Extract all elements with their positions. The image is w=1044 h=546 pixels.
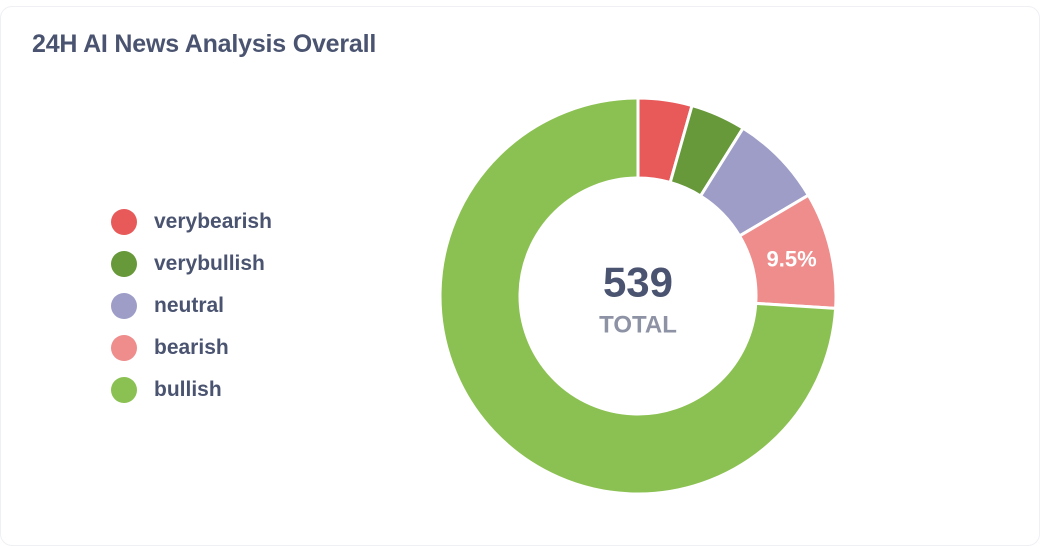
donut-total-value: 539: [603, 259, 673, 306]
legend-swatch: [111, 209, 137, 235]
legend-item-bearish[interactable]: bearish: [111, 327, 272, 369]
legend-item-neutral[interactable]: neutral: [111, 285, 272, 327]
donut-total-label: TOTAL: [599, 312, 677, 339]
donut-slice-bullish[interactable]: [438, 96, 838, 496]
slice-data-label: 9.5%: [767, 247, 817, 272]
legend-item-verybullish[interactable]: verybullish: [111, 243, 272, 285]
legend-item-bullish[interactable]: bullish: [111, 369, 272, 411]
legend-label: verybearish: [154, 210, 272, 233]
legend-swatch: [111, 293, 137, 319]
legend-swatch: [111, 335, 137, 361]
legend-label: neutral: [154, 294, 225, 317]
chart-title: 24H AI News Analysis Overall: [32, 30, 377, 58]
legend-swatch: [111, 251, 137, 277]
chart-legend: verybearish verybullish neutral bearish bull…: [111, 201, 272, 411]
legend-swatch: [111, 377, 137, 403]
legend-label: bullish: [154, 378, 222, 401]
legend-label: bearish: [154, 336, 229, 359]
legend-item-verybearish[interactable]: verybearish: [111, 201, 272, 243]
legend-label: verybullish: [154, 252, 265, 275]
